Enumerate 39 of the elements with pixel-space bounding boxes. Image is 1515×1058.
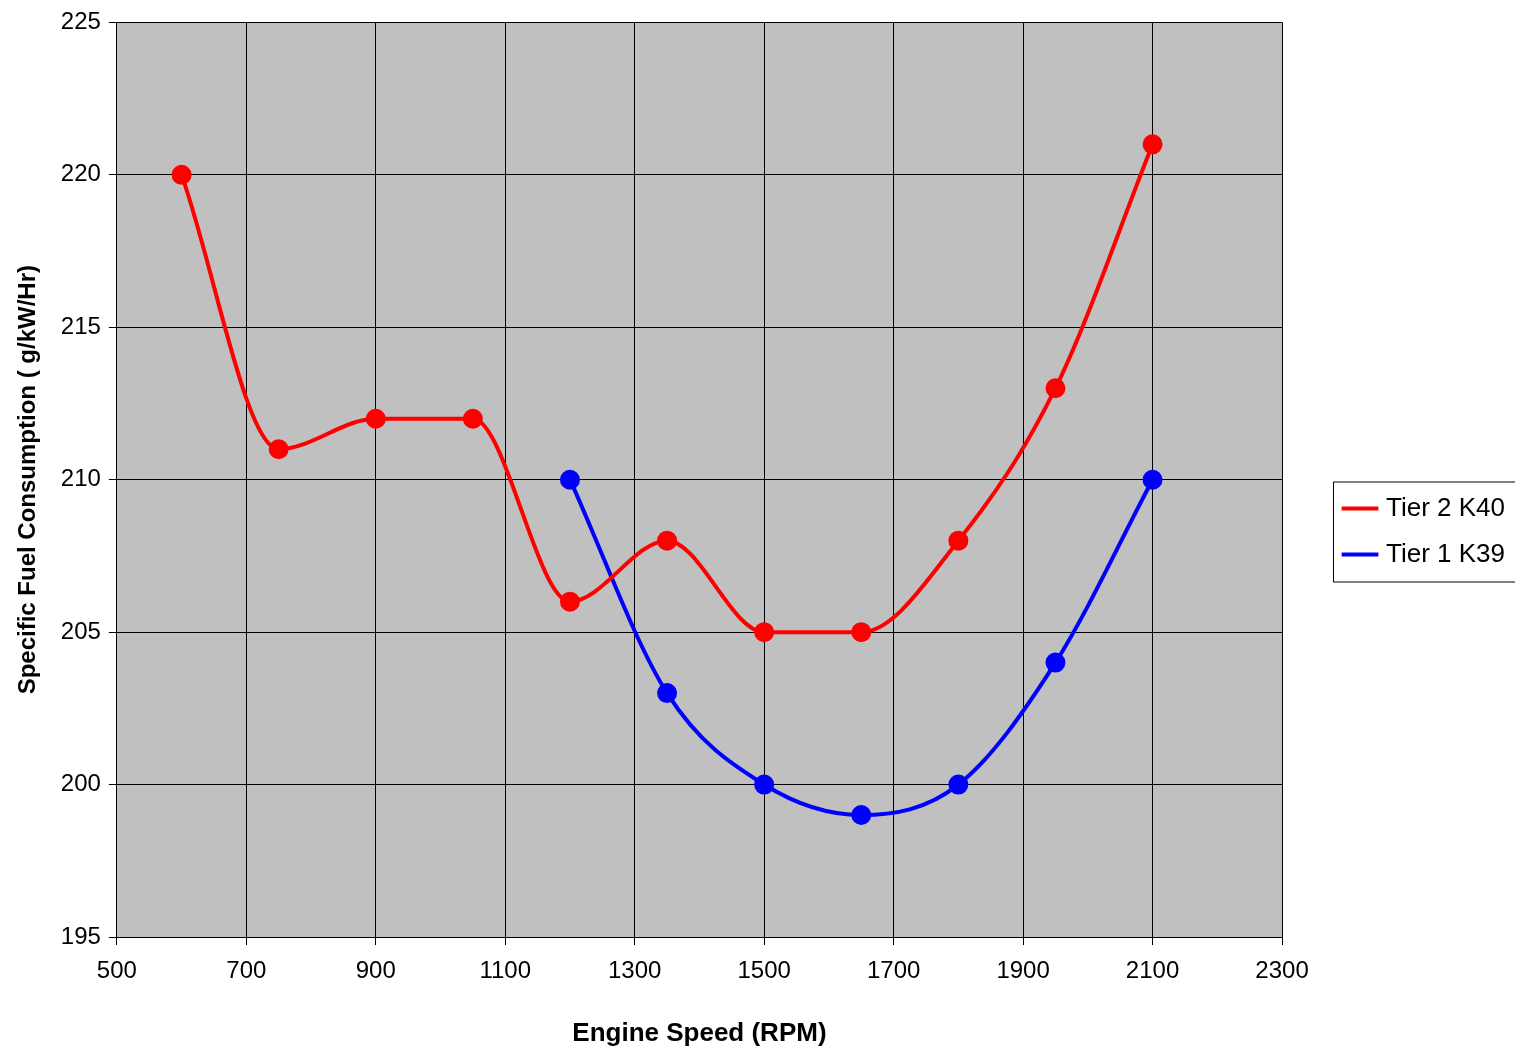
x-tick-label: 1500 (737, 956, 791, 984)
x-tick-label: 700 (226, 956, 267, 984)
point (268, 439, 289, 460)
x-tick-label: 1300 (608, 956, 662, 984)
point (171, 164, 192, 185)
x-tick-label: 1100 (479, 956, 532, 984)
y-tick-label: 215 (60, 311, 101, 339)
x-tick-label: 1700 (866, 956, 921, 984)
y-tick-label: 220 (60, 159, 101, 187)
point (559, 591, 580, 612)
point (948, 530, 969, 551)
point (1142, 134, 1163, 155)
x-tick-label: 500 (96, 956, 137, 984)
y-tick-label: 225 (60, 7, 101, 35)
point (1045, 652, 1066, 673)
point (462, 408, 483, 429)
legend-label: Tier 1 K39 (1386, 537, 1505, 568)
point (948, 774, 969, 795)
point (657, 683, 678, 704)
y-tick-label: 195 (60, 921, 101, 949)
y-axis-title: Specific Fuel Consumption ( g/kW/Hr) (13, 265, 41, 695)
point (1045, 378, 1066, 399)
x-tick-label: 2300 (1255, 956, 1309, 984)
x-tick-label: 1900 (996, 956, 1050, 984)
point (365, 408, 386, 429)
point (851, 622, 872, 643)
point (754, 622, 775, 643)
y-tick-label: 200 (60, 769, 101, 797)
x-axis-title: Engine Speed (RPM) (572, 1016, 827, 1047)
y-tick-label: 205 (60, 616, 101, 644)
legend-label: Tier 2 K40 (1386, 491, 1505, 522)
point (754, 774, 775, 795)
point (851, 805, 872, 826)
point (559, 469, 580, 490)
point (657, 530, 678, 551)
x-tick-label: 900 (355, 956, 396, 984)
y-tick-label: 210 (60, 464, 101, 492)
x-tick-label: 2100 (1125, 956, 1180, 984)
point (1142, 469, 1163, 490)
